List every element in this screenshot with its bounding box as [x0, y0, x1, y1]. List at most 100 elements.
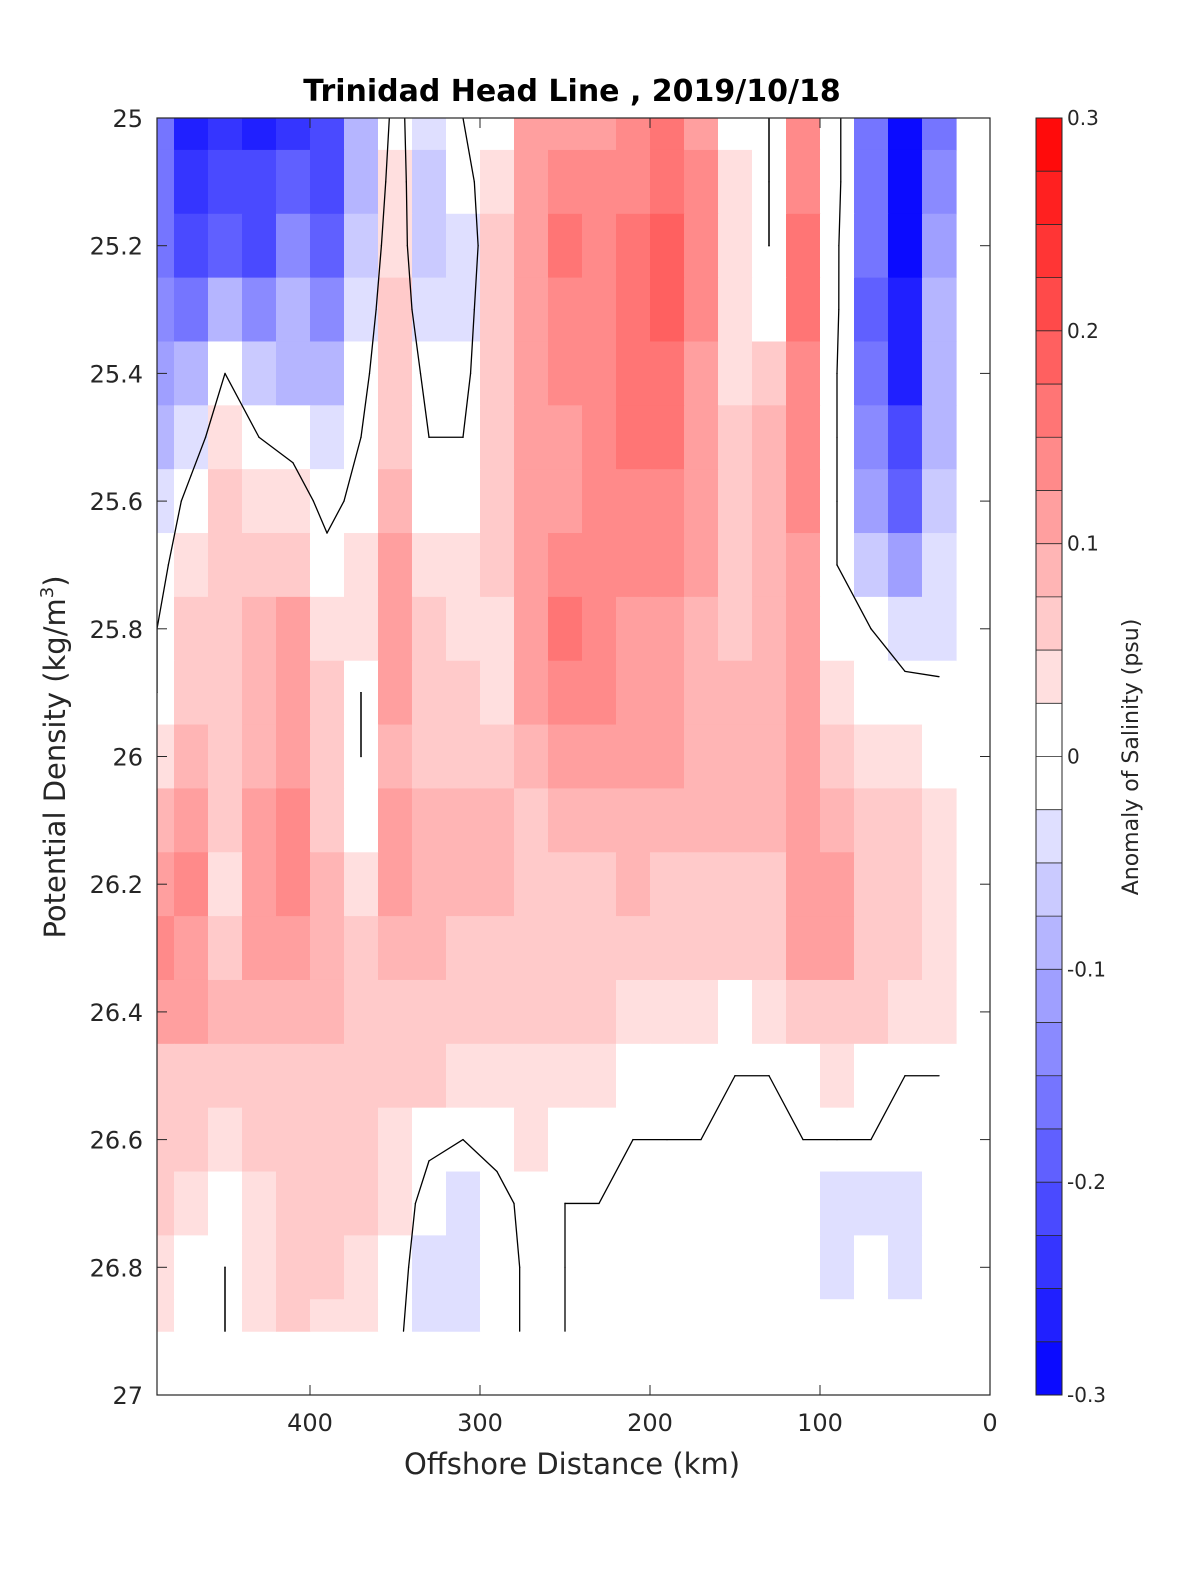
heatmap-cell [310, 118, 345, 151]
heatmap-cell [378, 916, 413, 981]
heatmap-cell [684, 533, 719, 598]
colorbar-frame [1035, 117, 1063, 1396]
heatmap-cell [650, 1235, 685, 1300]
heatmap-cell [684, 341, 719, 406]
heatmap-cell [310, 660, 345, 726]
heatmap-cell [650, 916, 685, 981]
colorbar-band [1036, 384, 1062, 438]
heatmap-cell [888, 1171, 923, 1236]
contour-segment [292, 462, 315, 502]
heatmap-cell [174, 1107, 209, 1173]
heatmap-cell [310, 724, 345, 790]
heatmap-cell [514, 533, 549, 598]
heatmap-cell [276, 724, 311, 790]
heatmap-cell [242, 1299, 277, 1332]
heatmap-cell [208, 724, 243, 790]
y-axis-title-end: ) [38, 575, 72, 586]
heatmap-cell [922, 213, 957, 279]
heatmap-cell [276, 1235, 311, 1300]
heatmap-cell [446, 533, 481, 598]
heatmap-cell [650, 596, 685, 662]
heatmap-cell [548, 979, 583, 1045]
y-axis-ticks: 25 25.2 25.4 25.6 25.8 26 26.2 26.4 26.6 26.8 27 [90, 105, 990, 1410]
heatmap-cell [888, 149, 923, 215]
heatmap-cell [786, 788, 821, 853]
heatmap-cell [276, 916, 311, 981]
heatmap-cell [157, 277, 175, 343]
heatmap-cell [786, 1043, 821, 1109]
heatmap-cell [514, 916, 549, 981]
heatmap-cell [752, 979, 787, 1045]
y-tick-label: 25.6 [90, 488, 143, 516]
heatmap-cell [854, 533, 889, 598]
colorbar-tick-label: -0.1 [1067, 957, 1106, 981]
heatmap-cell [514, 405, 549, 470]
heatmap-cell [616, 149, 651, 215]
x-tick-label: 0 [982, 1409, 997, 1437]
heatmap-cell [718, 1235, 753, 1300]
heatmap-cell [718, 788, 753, 853]
heatmap-cell [718, 1171, 753, 1236]
heatmap-cell [208, 916, 243, 981]
heatmap-cell [344, 788, 379, 853]
heatmap-cell [786, 916, 821, 981]
heatmap-cell [650, 277, 685, 343]
contour-segment [904, 670, 940, 678]
heatmap-cell [276, 533, 311, 598]
colorbar-band [1036, 1128, 1062, 1183]
heatmap-cell [242, 469, 277, 534]
heatmap-cell [888, 852, 923, 917]
heatmap-cell [174, 405, 209, 470]
heatmap-cell [718, 341, 753, 406]
heatmap-cell [446, 1235, 481, 1300]
heatmap-cell [718, 533, 753, 598]
heatmap-cell [684, 1171, 719, 1236]
heatmap-cell [412, 852, 447, 917]
heatmap-cell [242, 724, 277, 790]
heatmap-cell [616, 979, 651, 1045]
heatmap-cell [344, 1107, 379, 1173]
heatmap-cell [786, 118, 821, 151]
heatmap-cell [514, 660, 549, 726]
contour-segment [402, 1266, 410, 1332]
heatmap-cell [276, 405, 311, 470]
heatmap-cell [718, 213, 753, 279]
heatmap-cell [922, 149, 957, 215]
heatmap-cell [310, 916, 345, 981]
heatmap-cell [922, 1299, 957, 1332]
heatmap-cell [157, 149, 175, 215]
heatmap-cell [412, 469, 447, 534]
heatmap-cell [582, 596, 617, 662]
heatmap-cell [650, 852, 685, 917]
colorbar-band [1036, 1182, 1062, 1236]
heatmap-cell [514, 1043, 549, 1109]
heatmap-cell [514, 149, 549, 215]
heatmap-cell [412, 1107, 447, 1173]
contour-segment [385, 118, 390, 183]
heatmap-cell [582, 533, 617, 598]
heatmap-cell [820, 1171, 855, 1236]
heatmap-cell [174, 1235, 209, 1300]
heatmap-cell [480, 533, 515, 598]
heatmap-cell [446, 469, 481, 534]
contour-segment [414, 1160, 430, 1205]
colorbar-tick-label: 0 [1067, 745, 1080, 769]
contour-segment [360, 372, 371, 438]
heatmap-cell [480, 1043, 515, 1109]
contour-segment [768, 1075, 804, 1141]
heatmap-cell [888, 788, 923, 853]
colorbar-tick-label: 0.1 [1067, 532, 1099, 556]
colorbar-band [1036, 862, 1062, 917]
heatmap-cell [446, 1043, 481, 1109]
heatmap-cell [157, 1171, 175, 1236]
heatmap-cell [888, 660, 923, 726]
heatmap-cell [208, 469, 243, 534]
heatmap-cell [480, 660, 515, 726]
heatmap-cell [480, 852, 515, 917]
heatmap-cell [276, 596, 311, 662]
colorbar-band [1036, 596, 1062, 651]
heatmap-cell [157, 405, 175, 470]
heatmap-cell [276, 277, 311, 343]
colorbar-band [1036, 1288, 1062, 1343]
